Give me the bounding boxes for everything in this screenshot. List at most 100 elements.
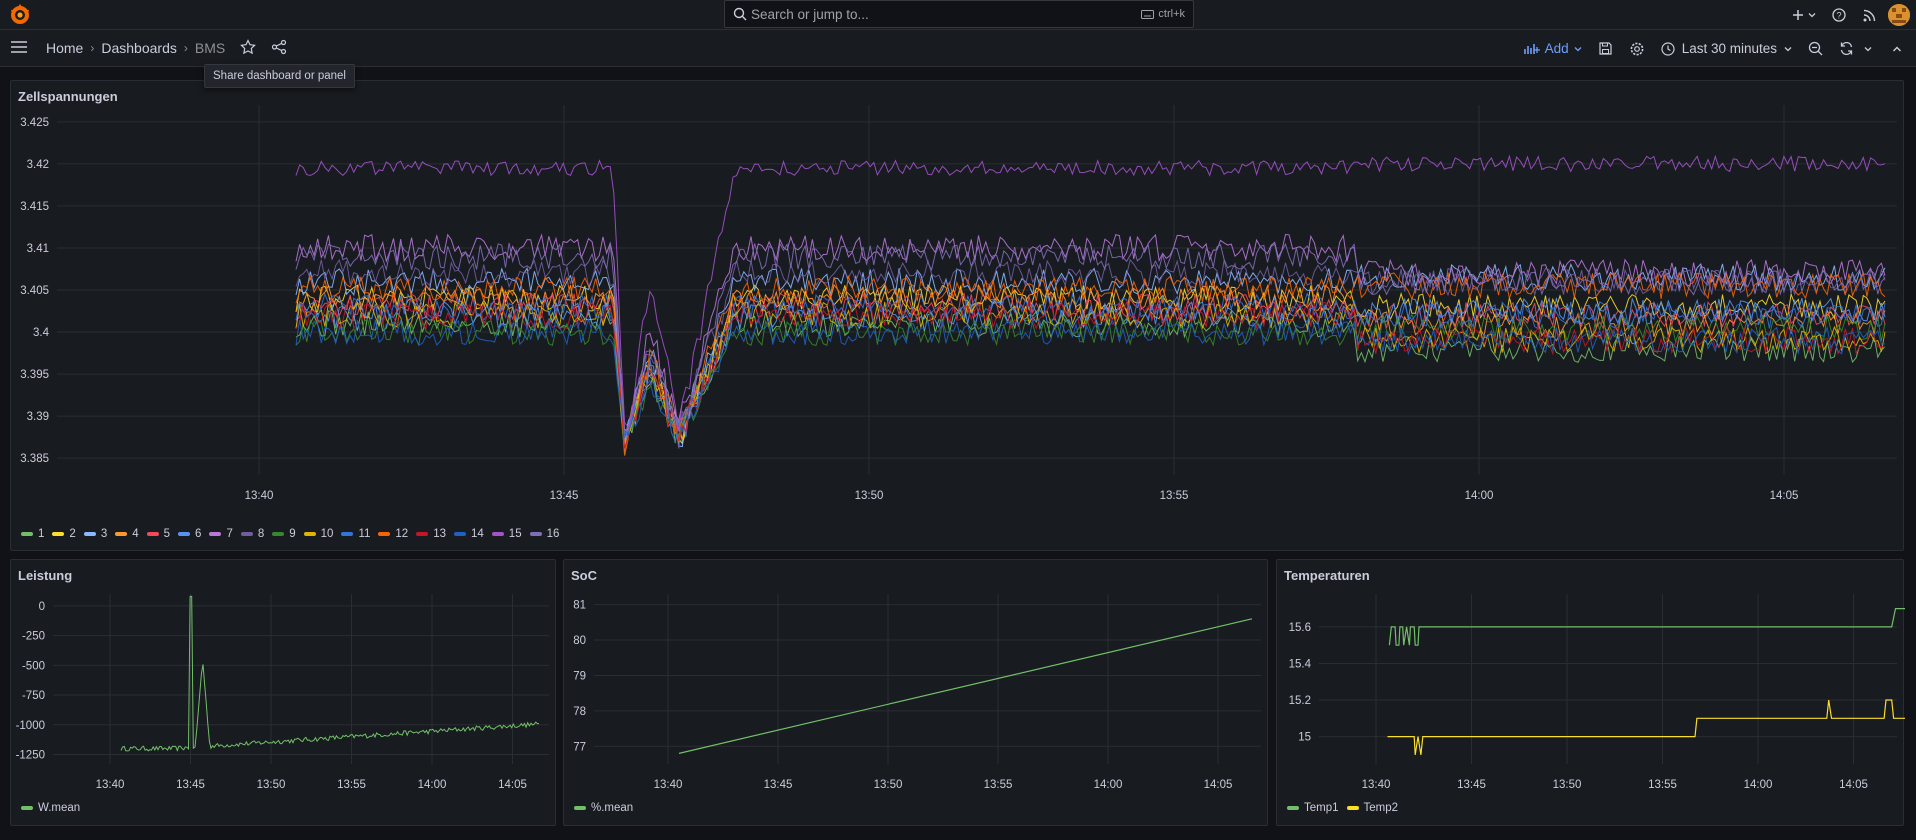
x-tick-label: 14:00	[1465, 490, 1494, 502]
legend-label: %.mean	[591, 802, 634, 814]
legend-swatch	[378, 532, 391, 536]
legend-item[interactable]: 8	[240, 528, 264, 540]
legend-item[interactable]: 5	[146, 528, 170, 540]
legend-label: 13	[433, 528, 446, 540]
soc-chart[interactable]: 77 78 79 80 81 13:40 13:45 13:50 13:55 14:00 14:05	[564, 560, 1269, 827]
zoom-out-icon	[1808, 41, 1823, 56]
legend-label: 6	[195, 528, 202, 540]
x-tick-label: 13:50	[1553, 779, 1582, 791]
legend-item[interactable]: 10	[303, 528, 333, 540]
legend-item[interactable]: W.mean	[21, 802, 80, 814]
y-tick-label: -750	[22, 690, 45, 702]
legend-item[interactable]: 11	[341, 528, 370, 540]
y-tick-label: 3.385	[20, 453, 49, 465]
x-tick-label: 13:50	[855, 490, 884, 502]
x-tick-label: 13:45	[176, 779, 205, 791]
panel-power: Leistung 0 -250 -500 -750 -1000 -1250 13:40 13:…	[10, 559, 556, 826]
time-range-picker[interactable]: Last 30 minutes	[1653, 30, 1800, 67]
legend-swatch	[21, 806, 33, 810]
legend-label: 11	[358, 528, 371, 540]
x-tick-label: 14:00	[418, 779, 447, 791]
legend-item[interactable]: Temp2	[1346, 802, 1398, 814]
legend-item[interactable]: 1	[21, 528, 44, 540]
legend-swatch	[209, 532, 222, 536]
y-tick-label: 3.395	[20, 369, 49, 381]
panel-soc: SoC 77 78 79 80 81 13:40 13:45 13:50 13:55 14:00 1…	[563, 559, 1268, 826]
clock-icon	[1661, 41, 1675, 56]
legend-swatch	[454, 532, 466, 536]
legend-item[interactable]: 16	[529, 528, 559, 540]
legend-item[interactable]: %.mean	[574, 802, 633, 814]
plus-icon	[1793, 10, 1803, 20]
series-line-8	[295, 258, 1886, 449]
avatar[interactable]	[1888, 4, 1910, 26]
breadcrumb-separator: ›	[90, 41, 95, 55]
legend-swatch	[1346, 806, 1359, 810]
legend-swatch	[341, 532, 354, 536]
chevron-down-icon	[1574, 46, 1582, 51]
star-icon[interactable]	[240, 39, 256, 55]
cell-voltage-chart[interactable]: 3.385 3.39 3.395 3.4 3.405 3.41 3.415 3.42 3.425…	[11, 81, 1905, 552]
collapse-toolbar-button[interactable]	[1882, 30, 1916, 67]
add-button[interactable]: Add	[1516, 30, 1590, 67]
help-button[interactable]: ?	[1824, 0, 1854, 30]
y-tick-label: 3.4	[33, 327, 50, 339]
panel-title[interactable]: Zellspannungen	[18, 89, 118, 104]
x-tick-label: 13:40	[654, 779, 683, 791]
legend-label: 15	[508, 528, 522, 540]
add-panel-icon	[1523, 43, 1540, 54]
legend-item[interactable]: 13	[416, 528, 446, 540]
zoom-out-button[interactable]	[1800, 30, 1831, 67]
breadcrumb-home[interactable]: Home	[46, 40, 84, 56]
search-shortcut: ctrl+k	[1141, 8, 1185, 20]
legend-item[interactable]: 7	[209, 528, 233, 540]
x-tick-label: 14:05	[1770, 490, 1799, 502]
share-icon[interactable]	[271, 39, 287, 55]
y-tick-label: 15	[1298, 732, 1311, 744]
power-chart[interactable]: 0 -250 -500 -750 -1000 -1250 13:40 13:45 13:50 13…	[11, 560, 557, 827]
panel-title[interactable]: SoC	[571, 568, 597, 583]
news-button[interactable]	[1854, 0, 1884, 30]
y-tick-label: 0	[39, 601, 45, 613]
series-line-16	[295, 242, 1886, 432]
legend-item[interactable]: 2	[52, 528, 76, 540]
y-tick-label: 79	[573, 670, 586, 682]
y-tick-label: 15.6	[1289, 622, 1311, 634]
dashboard-settings-button[interactable]	[1621, 30, 1653, 67]
panel-cell-voltages: Zellspannungen 3.385 3.39 3.395 3.4 3.405 3.4…	[10, 80, 1904, 551]
series-line-15	[295, 154, 1886, 432]
legend-swatch	[1287, 806, 1299, 810]
x-tick-label: 13:40	[96, 779, 125, 791]
refresh-interval-button[interactable]	[1862, 30, 1882, 67]
chevron-down-icon	[1864, 46, 1872, 51]
search-input[interactable]: Search or jump to... ctrl+k	[724, 0, 1194, 28]
legend-item[interactable]: 3	[83, 528, 107, 540]
refresh-button[interactable]	[1831, 30, 1862, 67]
add-menu-button[interactable]	[1784, 0, 1824, 30]
legend-item[interactable]: 12	[378, 528, 408, 540]
legend-label: 12	[395, 528, 409, 540]
legend-item[interactable]: Temp1	[1287, 802, 1339, 814]
x-tick-label: 13:55	[337, 779, 366, 791]
legend-item[interactable]: 9	[272, 528, 296, 540]
panel-title[interactable]: Leistung	[18, 568, 73, 583]
chart-legend: %.mean	[574, 802, 633, 814]
legend-item[interactable]: 6	[178, 528, 201, 540]
legend-swatch	[303, 532, 316, 536]
panel-title[interactable]: Temperaturen	[1284, 568, 1370, 583]
grafana-logo-icon[interactable]	[8, 3, 32, 27]
series-line-temp1	[1388, 607, 1905, 646]
legend-item[interactable]: 14	[454, 528, 484, 540]
breadcrumb-dashboards[interactable]: Dashboards	[101, 40, 177, 56]
temperature-chart[interactable]: 15 15.2 15.4 15.6 13:40 13:45 13:50 13:55 14:00 1…	[1277, 560, 1905, 827]
legend-swatch	[146, 532, 159, 536]
legend-item[interactable]: 4	[115, 528, 139, 540]
series-line-5	[295, 291, 1886, 441]
menu-icon[interactable]	[10, 40, 28, 54]
legend-swatch	[240, 532, 253, 536]
legend-item[interactable]: 15	[491, 528, 522, 540]
save-dashboard-button[interactable]	[1590, 30, 1621, 67]
x-tick-label: 13:45	[550, 490, 579, 502]
y-tick-label: 3.405	[20, 285, 49, 297]
x-tick-label: 13:50	[257, 779, 286, 791]
